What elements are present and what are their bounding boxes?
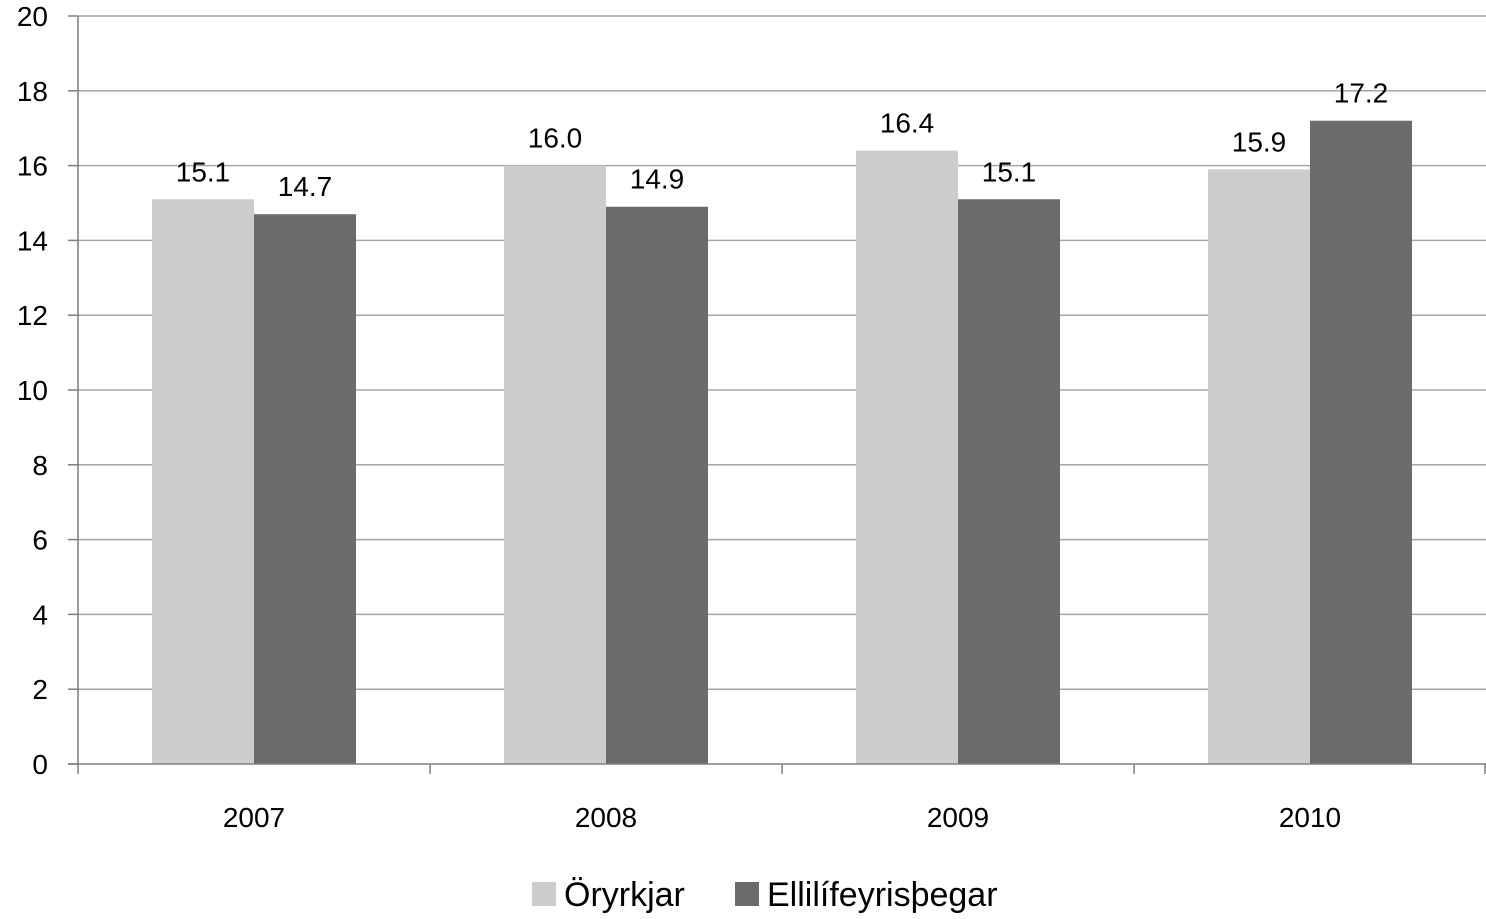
data-labels: 15.1 16.0 16.4 15.9 14.7 14.9 15.1 17.2 (176, 78, 1389, 203)
data-label: 17.2 (1334, 78, 1389, 109)
y-tick-label: 14 (17, 225, 48, 256)
data-label: 16.0 (528, 123, 583, 154)
y-tick-label: 16 (17, 151, 48, 182)
y-tick-label: 0 (32, 749, 48, 780)
bar (606, 206, 708, 765)
legend-label: Öryrkjar (564, 876, 685, 914)
bar (504, 165, 606, 765)
data-label: 14.7 (278, 171, 333, 202)
data-label: 14.9 (630, 164, 685, 195)
y-tick-label: 4 (32, 599, 48, 630)
x-tick-label: 2007 (223, 802, 285, 833)
x-tick-label: 2009 (927, 802, 989, 833)
data-label: 15.1 (176, 156, 231, 187)
bar (958, 199, 1060, 764)
y-tick-label: 8 (32, 450, 48, 481)
y-axis: 0 2 4 6 8 10 12 14 16 18 20 (17, 1, 79, 780)
y-tick-label: 6 (32, 525, 48, 556)
bar (1310, 120, 1412, 765)
y-tick-label: 20 (17, 1, 48, 32)
legend-swatch (532, 882, 556, 906)
bar (152, 199, 254, 764)
x-tick-label: 2010 (1279, 802, 1341, 833)
bar (856, 150, 958, 764)
y-tick-label: 10 (17, 375, 48, 406)
legend: Öryrkjar Ellilífeyrisþegar (532, 876, 998, 914)
bar (254, 214, 356, 765)
y-tick-label: 2 (32, 674, 48, 705)
data-label: 15.1 (982, 156, 1037, 187)
x-tick-label: 2008 (575, 802, 637, 833)
legend-swatch (735, 882, 759, 906)
data-label: 15.9 (1232, 126, 1287, 157)
data-label: 16.4 (880, 108, 935, 139)
x-axis: 2007 2008 2009 2010 (68, 763, 1486, 833)
bar (1208, 169, 1310, 765)
y-tick-label: 18 (17, 76, 48, 107)
legend-label: Ellilífeyrisþegar (767, 876, 998, 914)
y-tick-label: 12 (17, 300, 48, 331)
bars (152, 120, 1412, 765)
